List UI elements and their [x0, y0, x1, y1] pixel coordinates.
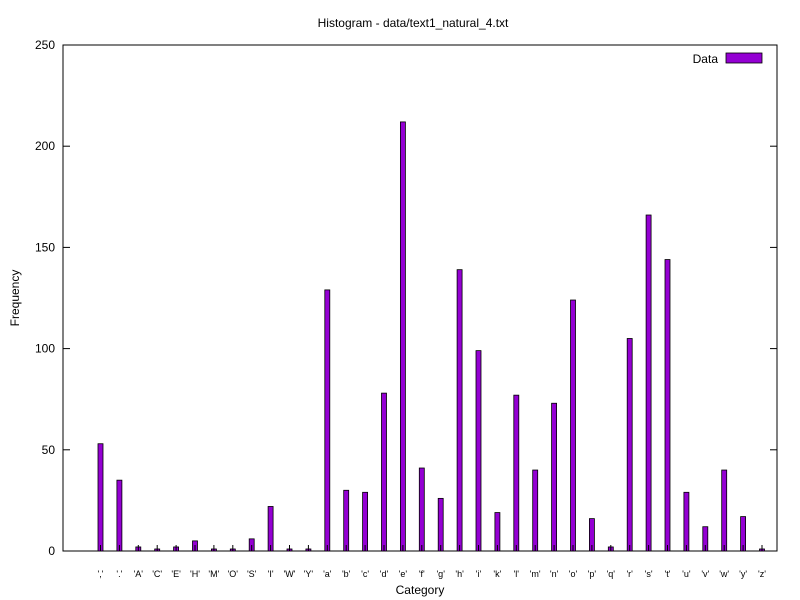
bar [362, 491, 369, 552]
x-tick-label: 'a' [323, 569, 332, 579]
x-tick-label: 'v' [701, 569, 709, 579]
x-tick-label: 'r' [626, 569, 633, 579]
x-tick-label: 'w' [719, 569, 729, 579]
bar [456, 269, 463, 552]
x-axis-ticks: ',' '.' 'A' 'C' 'E' 'H' 'M' 'O' 'S' 'I' 'W' 'Y' 'a' '… [98, 545, 766, 579]
bar [683, 491, 690, 552]
bar [721, 469, 728, 552]
legend-label: Data [693, 52, 719, 66]
x-tick-label: 'S' [247, 569, 257, 579]
chart-title: Histogram - data/text1_natural_4.txt [318, 16, 509, 30]
x-tick-label: 'k' [493, 569, 501, 579]
bar [381, 392, 387, 552]
y-tick-label: 200 [35, 139, 55, 153]
bar [267, 506, 274, 552]
x-tick-label: 'p' [588, 569, 597, 579]
bar [116, 479, 123, 552]
bar [626, 338, 633, 552]
x-tick-label: 's' [645, 569, 653, 579]
x-tick-label: 'I' [268, 569, 274, 579]
y-tick-label: 250 [35, 38, 55, 52]
legend: Data [693, 52, 763, 66]
x-tick-label: 'n' [550, 569, 559, 579]
y-tick-label: 50 [42, 443, 56, 457]
x-tick-label: 'g' [436, 569, 445, 579]
x-tick-label: 'm' [530, 569, 541, 579]
x-tick-label: 'o' [569, 569, 578, 579]
legend-swatch [725, 52, 763, 64]
x-tick-label: 'd' [380, 569, 389, 579]
y-tick-label: 150 [35, 240, 55, 254]
bar [97, 443, 104, 552]
x-tick-label: 'z' [758, 569, 766, 579]
x-tick-label: 't' [665, 569, 671, 579]
bar [570, 299, 576, 552]
x-tick-label: 'E' [171, 569, 181, 579]
x-tick-label: 'e' [399, 569, 408, 579]
bar [645, 214, 652, 552]
bar [437, 497, 444, 552]
x-tick-label: 'f' [419, 569, 425, 579]
x-tick-label: 'i' [476, 569, 482, 579]
y-axis-label: Frequency [8, 270, 22, 327]
bar [664, 259, 671, 552]
y-tick-label: 0 [48, 544, 55, 558]
x-tick-label: 'c' [361, 569, 369, 579]
bar [343, 489, 350, 552]
x-tick-label: 'M' [208, 569, 219, 579]
bar [418, 467, 425, 552]
x-tick-label: 'C' [152, 569, 162, 579]
x-tick-label: 'W' [284, 569, 296, 579]
bar-series-data [97, 121, 765, 552]
x-tick-label: 'l' [514, 569, 520, 579]
x-tick-label: '.' [116, 569, 122, 579]
x-tick-label: 'H' [190, 569, 200, 579]
x-axis-label: Category [396, 583, 445, 597]
x-tick-label: 'y' [739, 569, 747, 579]
bar [513, 394, 520, 552]
x-tick-label: 'h' [455, 569, 464, 579]
bar [532, 469, 539, 552]
x-tick-label: 'A' [134, 569, 144, 579]
x-tick-label: 'u' [682, 569, 691, 579]
bar [399, 121, 406, 552]
x-tick-label: 'O' [228, 569, 239, 579]
x-tick-label: 'q' [607, 569, 616, 579]
bar [324, 289, 331, 552]
x-tick-label: ',' [98, 569, 104, 579]
y-tick-label: 100 [35, 342, 55, 356]
x-tick-label: 'Y' [304, 569, 314, 579]
bar [551, 402, 557, 552]
bar [475, 350, 482, 552]
x-tick-label: 'b' [342, 569, 351, 579]
y-axis-ticks: 0 50 100 150 200 250 [35, 38, 777, 558]
